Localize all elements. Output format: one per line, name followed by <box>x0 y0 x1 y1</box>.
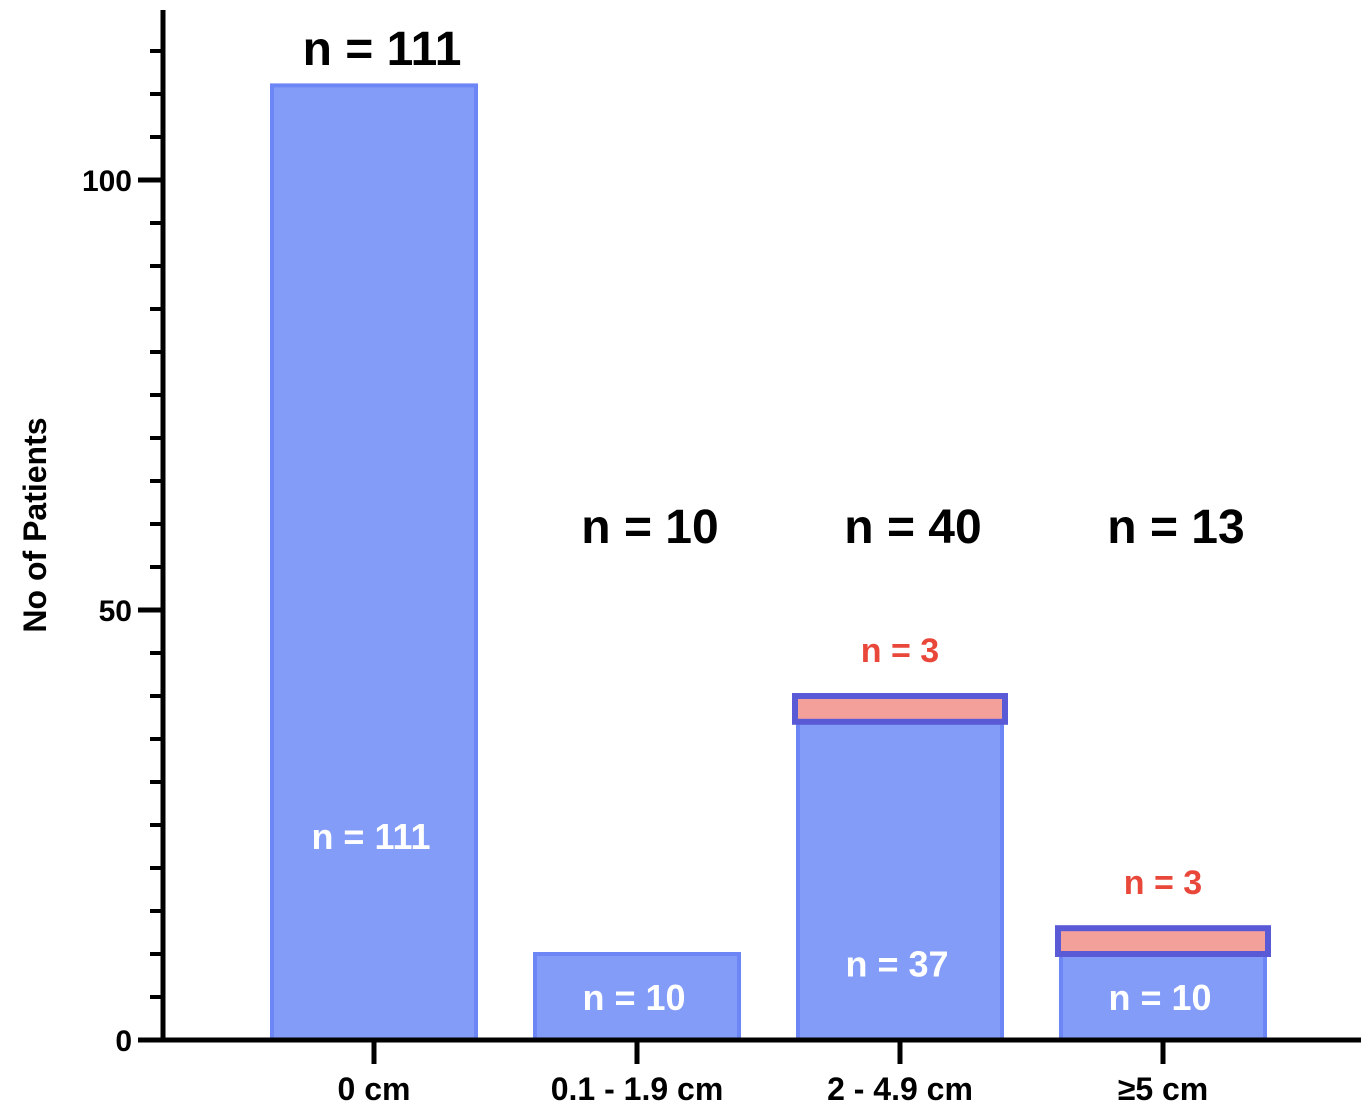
bar-value-label: n = 10 <box>582 977 685 1018</box>
total-count-label: n = 13 <box>1107 501 1244 554</box>
bar-segment-main <box>796 719 1004 1042</box>
bar-segment-secondary <box>792 693 1008 725</box>
bars-group <box>270 83 1271 1042</box>
x-tick-label: 2 - 4.9 cm <box>827 1071 973 1107</box>
x-tick-label: 0.1 - 1.9 cm <box>551 1071 724 1107</box>
secondary-value-label: n = 3 <box>1124 864 1202 902</box>
axes-group: 0 cm 0.1 - 1.9 cm 2 - 4.9 cm ≥5 cm 0 50 100 <box>82 10 1361 1107</box>
x-tick-label: 0 cm <box>338 1071 411 1107</box>
y-tick-label: 50 <box>99 595 132 628</box>
y-tick-label: 0 <box>115 1025 132 1058</box>
y-tick-label: 100 <box>82 165 132 198</box>
y-axis-title: No of Patients <box>17 417 53 632</box>
total-count-label: n = 10 <box>581 501 718 554</box>
bar-segment-secondary <box>1055 925 1271 958</box>
bar-value-label: n = 10 <box>1108 977 1211 1018</box>
secondary-value-label: n = 3 <box>861 632 939 670</box>
total-count-label: n = 40 <box>844 501 981 554</box>
bar-segment-main <box>270 83 478 1042</box>
total-count-label: n = 111 <box>303 23 462 76</box>
bar-value-label: n = 111 <box>311 816 430 857</box>
x-tick-label: ≥5 cm <box>1118 1071 1209 1107</box>
bar-segment-main <box>1059 952 1267 1042</box>
labels-group: n = 111 n = 111 n = 10 n = 10 n = 3 n = 37 n =… <box>303 23 1245 1018</box>
bar-value-label: n = 37 <box>845 943 948 984</box>
bar-segment-main <box>533 952 741 1042</box>
